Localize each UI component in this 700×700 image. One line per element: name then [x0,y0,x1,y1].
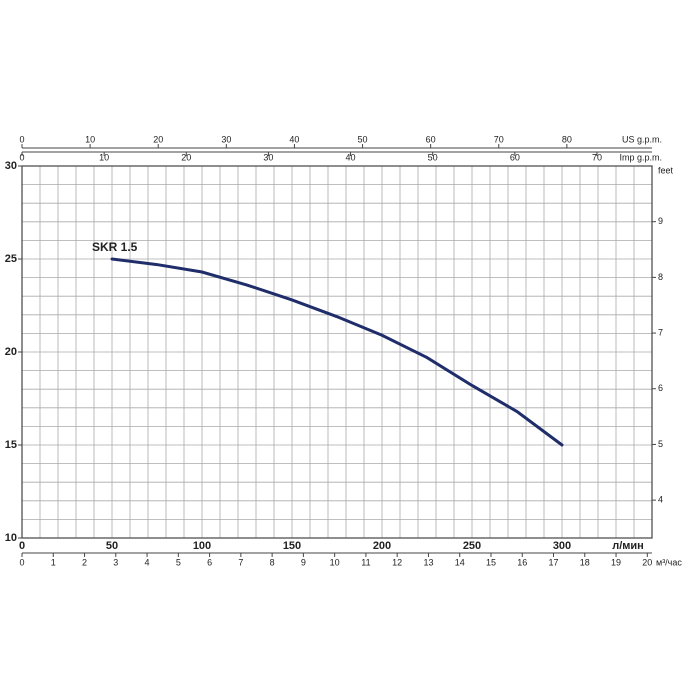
y2-tick-label: 4 [658,495,663,505]
y2-tick-label: 5 [658,439,663,449]
x2-tick-label: 20 [181,152,191,162]
y-tick-label: 30 [5,160,17,172]
x2-tick-label: 40 [289,134,299,144]
x-tick-label: 300 [553,540,571,552]
x2-tick-label: 5 [176,557,181,567]
x-tick-label: 250 [463,540,481,552]
x2-tick-label: 1 [51,557,56,567]
x2-tick-label: 8 [270,557,275,567]
x2-tick-label: 6 [207,557,212,567]
x2-tick-label: 3 [113,557,118,567]
y2-tick-label: 7 [658,327,663,337]
y2-tick-label: 9 [658,216,663,226]
x2-tick-label: 17 [549,557,559,567]
x2-tick-label: 14 [455,557,465,567]
x2-tick-label: 4 [145,557,150,567]
x2-tick-label: 0 [19,152,24,162]
x2-tick-label: 30 [263,152,273,162]
curve [110,257,564,447]
x2-tick-label: 13 [423,557,433,567]
x-tick-label: 100 [193,540,211,552]
y-tick-label: 10 [5,532,17,544]
x2-tick-label: 0 [19,557,24,567]
x2-axis-label: м³/час [656,557,682,567]
x2-tick-label: 20 [642,557,652,567]
x2-tick-label: 10 [85,134,95,144]
x2-axis-label: US g.p.m. [622,134,662,144]
x-tick-label: 150 [283,540,301,552]
y2-axis-label: feet [658,165,674,175]
x2-tick-label: 60 [426,134,436,144]
x2-tick-label: 50 [428,152,438,162]
series-label: SKR 1.5 [92,240,138,254]
y-tick-label: 25 [5,253,17,265]
x2-tick-label: 20 [153,134,163,144]
x2-tick-label: 9 [301,557,306,567]
x2-axis-label: Imp g.p.m. [619,152,662,162]
y-tick-label: 20 [5,346,17,358]
x2-tick-label: 11 [361,557,370,567]
x-tick-label: 200 [373,540,391,552]
x-tick-label: 0 [19,540,25,552]
x2-tick-label: 18 [580,557,590,567]
x2-tick-label: 7 [238,557,243,567]
y2-tick-label: 8 [658,272,663,282]
x2-tick-label: 12 [392,557,402,567]
x2-tick-label: 15 [486,557,496,567]
y-tick-label: 15 [5,439,17,451]
x2-tick-label: 10 [330,557,340,567]
x2-tick-label: 0 [19,134,24,144]
x2-tick-label: 70 [494,134,504,144]
x2-tick-label: 60 [510,152,520,162]
x2-tick-label: 2 [82,557,87,567]
x2-tick-label: 70 [592,152,602,162]
x2-tick-label: 40 [346,152,356,162]
y2-tick-label: 6 [658,383,663,393]
x2-tick-label: 30 [221,134,231,144]
x2-tick-label: 16 [517,557,527,567]
x2-tick-label: 10 [99,152,109,162]
x2-tick-label: 50 [358,134,368,144]
x-tick-label: 50 [106,540,118,552]
x2-tick-label: 19 [611,557,621,567]
x-axis-label: л/мин [612,540,644,552]
x2-tick-label: 80 [562,134,572,144]
